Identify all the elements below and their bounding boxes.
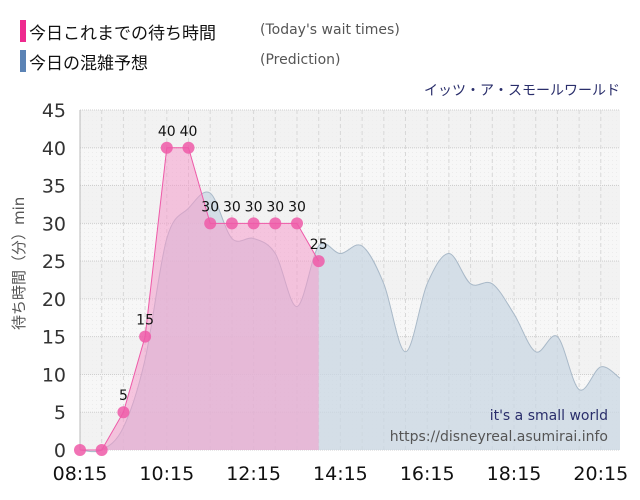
legend-actual-label-en: (Today's wait times): [260, 22, 400, 38]
data-label: 25: [310, 237, 328, 253]
y-tick-label: 15: [42, 327, 66, 349]
y-tick-label: 0: [54, 440, 66, 462]
y-tick-label: 5: [54, 402, 66, 424]
x-axis-ticks: 08:15 10:15 12:15 14:15 16:15 18:15 20:15: [53, 463, 629, 485]
x-tick-label: 12:15: [226, 463, 281, 485]
data-point: [117, 406, 130, 419]
data-point: [225, 217, 238, 230]
y-tick-label: 45: [42, 100, 66, 122]
y-tick-label: 25: [42, 251, 66, 273]
data-point: [160, 141, 173, 154]
y-axis-label: 待ち時間（分）min: [10, 197, 28, 330]
watermark-url: https://disneyreal.asumirai.info: [390, 429, 608, 445]
y-tick-label: 35: [42, 176, 66, 198]
legend-prediction-label-jp: 今日の混雑予想: [29, 53, 148, 74]
legend-swatch-prediction: [20, 50, 26, 72]
data-label: 30: [266, 199, 284, 215]
legend-prediction-label-en: (Prediction): [260, 52, 341, 68]
y-tick-label: 40: [42, 138, 66, 160]
data-point: [247, 217, 260, 230]
y-axis-ticks: 0 5 10 15 20 25 30 35 40 45: [42, 100, 66, 462]
legend-swatch-actual: [20, 20, 26, 42]
y-tick-label: 20: [42, 289, 66, 311]
x-tick-label: 20:15: [573, 463, 628, 485]
data-point: [269, 217, 282, 230]
legend-actual-label-jp: 今日これまでの待ち時間: [29, 23, 216, 44]
x-tick-label: 10:15: [139, 463, 194, 485]
x-tick-label: 16:15: [400, 463, 455, 485]
data-point: [204, 217, 217, 230]
attraction-name: イッツ・ア・スモールワールド: [424, 83, 620, 99]
data-point: [182, 141, 195, 154]
data-label: 15: [136, 313, 154, 329]
data-point: [139, 330, 152, 343]
data-label: 40: [180, 124, 198, 140]
data-label: 30: [201, 199, 219, 215]
data-label: 30: [223, 199, 241, 215]
x-tick-label: 18:15: [487, 463, 542, 485]
data-label: 40: [158, 124, 176, 140]
legend-actual: 今日これまでの待ち時間: [20, 20, 216, 44]
data-label: 5: [119, 388, 128, 404]
data-point: [312, 255, 325, 268]
data-point: [291, 217, 303, 230]
data-label: 30: [288, 199, 306, 215]
x-tick-label: 08:15: [53, 463, 108, 485]
data-point: [95, 444, 108, 456]
watermark-title: it's a small world: [490, 408, 608, 424]
data-point: [74, 444, 86, 456]
x-tick-label: 14:15: [313, 463, 368, 485]
y-tick-label: 10: [42, 364, 66, 386]
data-label: 30: [245, 199, 263, 215]
y-tick-label: 30: [42, 213, 66, 235]
legend-prediction: 今日の混雑予想: [20, 50, 148, 74]
